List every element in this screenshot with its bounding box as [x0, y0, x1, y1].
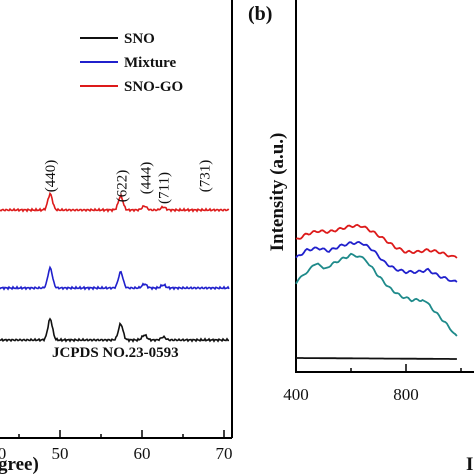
- legend-label-sno: SNO: [124, 31, 155, 47]
- panel-b-ticks: [295, 364, 462, 372]
- legend-label-mixture: Mixture: [124, 55, 177, 71]
- panel-b-tick-labels: 400 800: [283, 385, 419, 404]
- panel-a: 50 60 70 0 (440) (622) (444) (711) (731) SNO Mix…: [0, 0, 233, 474]
- panel-a-legend: SNO Mixture SNO-GO: [80, 31, 183, 95]
- panel-a-tick-label: 60: [134, 444, 151, 463]
- xrd-series-mixture: [0, 265, 230, 291]
- pl-series-red: [295, 223, 458, 259]
- panel-b-tick-label: 400: [283, 385, 309, 404]
- panel-b-frame: [295, 0, 474, 373]
- panel-a-peak-labels: (440) (622) (444) (711) (731): [43, 160, 213, 204]
- panel-a-tick-label-partial: 0: [0, 444, 6, 463]
- legend-label-sno-go: SNO-GO: [124, 79, 183, 95]
- xrd-series-sno: [0, 317, 230, 343]
- panel-b-y-axis-title: Intensity (a.u.): [267, 133, 288, 252]
- panel-a-tick-label: 50: [52, 444, 69, 463]
- panel-b-label: (b): [248, 3, 272, 25]
- panel-b: (b) 400 800 Intensity (a.u.) I: [248, 0, 474, 474]
- xrd-series-sno-go: [0, 191, 230, 213]
- panel-b-series: [295, 223, 458, 360]
- panel-a-ticks: [18, 430, 225, 438]
- peak-label: (444): [138, 162, 154, 195]
- panel-a-x-axis-title: gree): [0, 454, 39, 474]
- peak-label: (711): [156, 172, 172, 204]
- panel-a-tick-labels: 50 60 70 0: [0, 444, 233, 463]
- panel-b-tick-label: 800: [393, 385, 419, 404]
- pl-series-blue: [295, 240, 458, 283]
- peak-label: (622): [115, 170, 131, 203]
- panel-a-tick-label: 70: [216, 444, 233, 463]
- pl-series-black: [296, 357, 457, 360]
- peak-label: (440): [43, 160, 59, 193]
- panel-a-series: [0, 191, 230, 343]
- pl-series-teal: [295, 252, 458, 337]
- peak-label: (731): [197, 160, 213, 193]
- jcpds-annotation: JCPDS NO.23-0593: [52, 345, 179, 361]
- panel-b-x-axis-title-fragment: I: [466, 454, 473, 474]
